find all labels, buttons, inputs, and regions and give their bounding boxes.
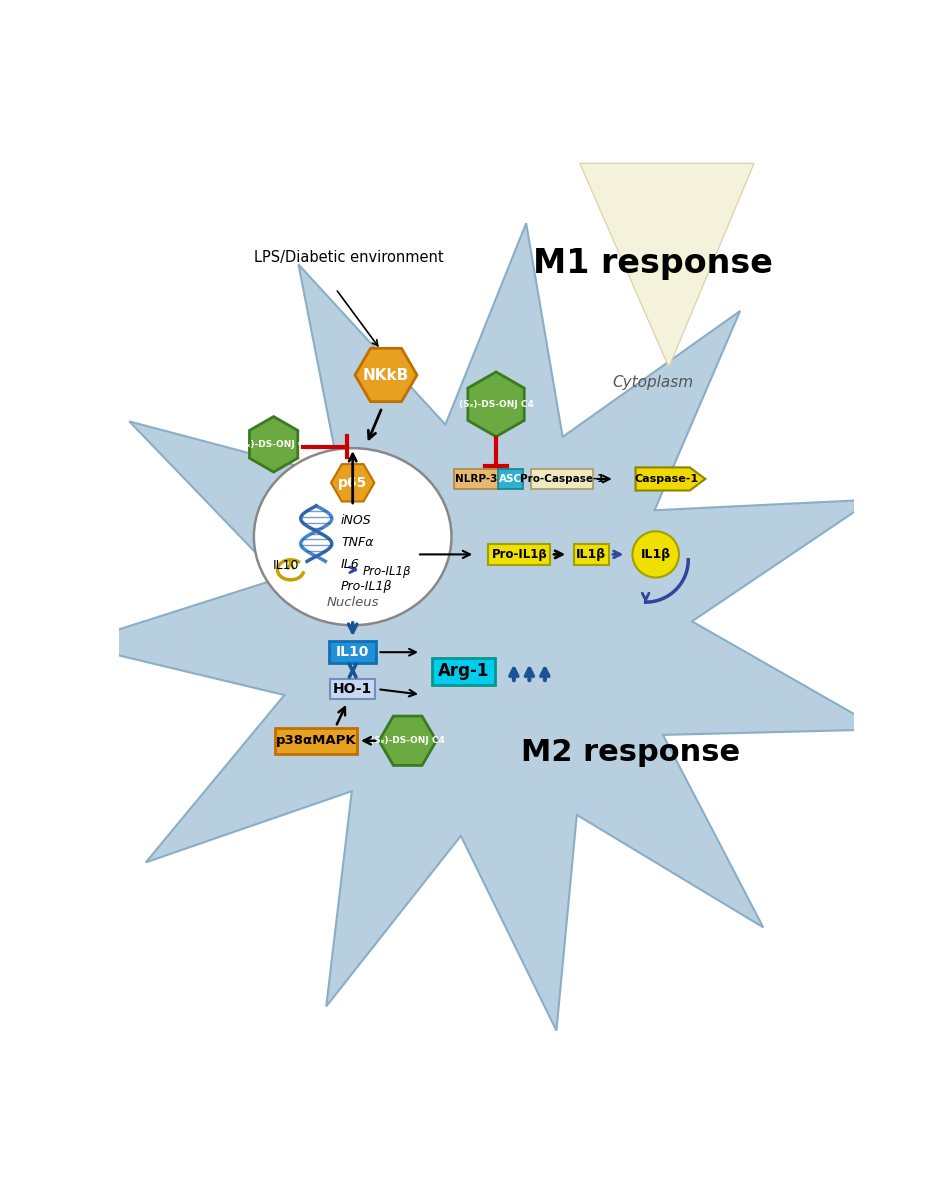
Text: IL10: IL10 <box>272 559 299 572</box>
FancyBboxPatch shape <box>530 469 593 488</box>
Polygon shape <box>72 223 881 1031</box>
Text: IL1β: IL1β <box>576 548 606 560</box>
Polygon shape <box>468 372 524 437</box>
FancyBboxPatch shape <box>455 469 499 488</box>
Polygon shape <box>250 416 298 472</box>
Text: Pro-IL1β: Pro-IL1β <box>492 548 548 560</box>
Text: M1 response: M1 response <box>533 247 773 280</box>
Text: iNOS
TNFα
IL6
Pro-IL1β: iNOS TNFα IL6 Pro-IL1β <box>341 515 393 593</box>
Polygon shape <box>636 468 705 491</box>
FancyBboxPatch shape <box>574 544 609 565</box>
Polygon shape <box>331 464 374 502</box>
FancyBboxPatch shape <box>498 469 523 488</box>
Text: ASC: ASC <box>499 474 522 484</box>
FancyBboxPatch shape <box>432 658 495 685</box>
Ellipse shape <box>254 448 452 625</box>
Text: LPS/Diabetic environment: LPS/Diabetic environment <box>254 251 444 265</box>
Polygon shape <box>580 163 754 367</box>
Text: Caspase-1: Caspase-1 <box>635 474 698 484</box>
Circle shape <box>632 532 679 577</box>
Text: (Sₓ)-DS-ONJ C4: (Sₓ)-DS-ONJ C4 <box>370 737 445 745</box>
Text: NKkB: NKkB <box>363 367 409 383</box>
Text: Cytoplasm: Cytoplasm <box>613 376 694 390</box>
Text: HO-1: HO-1 <box>333 682 372 696</box>
Text: NLRP-3: NLRP-3 <box>456 474 498 484</box>
FancyBboxPatch shape <box>330 679 375 700</box>
Text: (Sₓ)-DS-ONJ C4: (Sₓ)-DS-ONJ C4 <box>236 439 311 449</box>
Text: IL1β: IL1β <box>641 548 671 560</box>
Text: Pro-Caspase-1: Pro-Caspase-1 <box>520 474 605 484</box>
FancyBboxPatch shape <box>329 642 376 662</box>
Text: Nucleus: Nucleus <box>326 595 379 608</box>
Text: IL10: IL10 <box>336 646 369 659</box>
Text: M2 response: M2 response <box>521 738 739 767</box>
Text: (Sₓ)-DS-ONJ C4: (Sₓ)-DS-ONJ C4 <box>458 400 533 409</box>
Text: Arg-1: Arg-1 <box>437 662 489 680</box>
Polygon shape <box>379 716 437 766</box>
Text: p65: p65 <box>338 475 367 490</box>
FancyBboxPatch shape <box>489 544 550 565</box>
Text: p38αMAPK: p38αMAPK <box>276 734 357 748</box>
Polygon shape <box>355 348 417 402</box>
Text: Pro-IL1β: Pro-IL1β <box>363 565 411 578</box>
FancyBboxPatch shape <box>275 727 358 754</box>
